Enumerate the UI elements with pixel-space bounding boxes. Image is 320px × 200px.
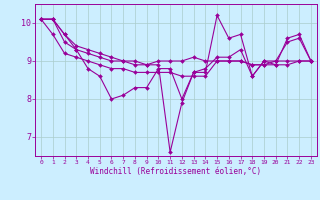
X-axis label: Windchill (Refroidissement éolien,°C): Windchill (Refroidissement éolien,°C) (91, 167, 261, 176)
